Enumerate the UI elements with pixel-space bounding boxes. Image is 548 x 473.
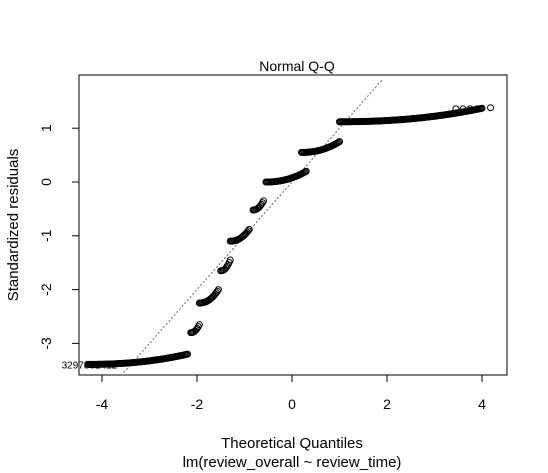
x-tick-label: 0 [288,396,296,412]
qq-point [184,350,191,358]
x-tick-label: 2 [383,396,391,412]
qq-point [336,138,343,146]
qq-point [226,256,234,264]
chart-title: Normal Q-Q [259,58,335,74]
qq-point [195,321,203,329]
qq-point [260,197,267,205]
qq-point [214,286,222,294]
qq-point [302,167,310,175]
qq-outlier-point [459,105,467,113]
y-tick-label: -3 [38,337,54,350]
qq-point [223,262,231,270]
qq-outlier-point [452,105,460,113]
qq-point [245,225,253,233]
x-axis-label: Theoretical Quantiles [221,435,363,452]
qq-outlier-point [466,105,474,113]
qq-outlier-point [473,105,481,113]
y-tick-label: 1 [38,124,54,132]
x-tick-label: -2 [191,396,204,412]
qq-point [334,138,342,146]
y-axis-ticks: -3 -2 -1 0 1 [38,124,79,350]
qq-point [478,104,486,112]
qq-point [213,287,221,295]
qq-point [244,227,252,235]
data-points [84,104,495,368]
x-axis-ticks: -4 -2 0 2 4 [96,375,486,412]
y-tick-label: 0 [38,178,54,186]
qq-point [193,324,201,332]
y-tick-label: -1 [38,229,54,242]
y-tick-label: -2 [38,283,54,296]
x-tick-label: 4 [478,396,486,412]
qq-point [257,200,265,208]
plot-frame [78,74,508,376]
point-annotation: 3297861412 [62,360,118,371]
x-tick-label: -4 [96,396,109,412]
y-axis-label: Standardized residuals [5,149,22,302]
chart-subtitle: lm(review_overall ~ review_time) [183,454,402,471]
qq-outlier-point [487,104,495,112]
